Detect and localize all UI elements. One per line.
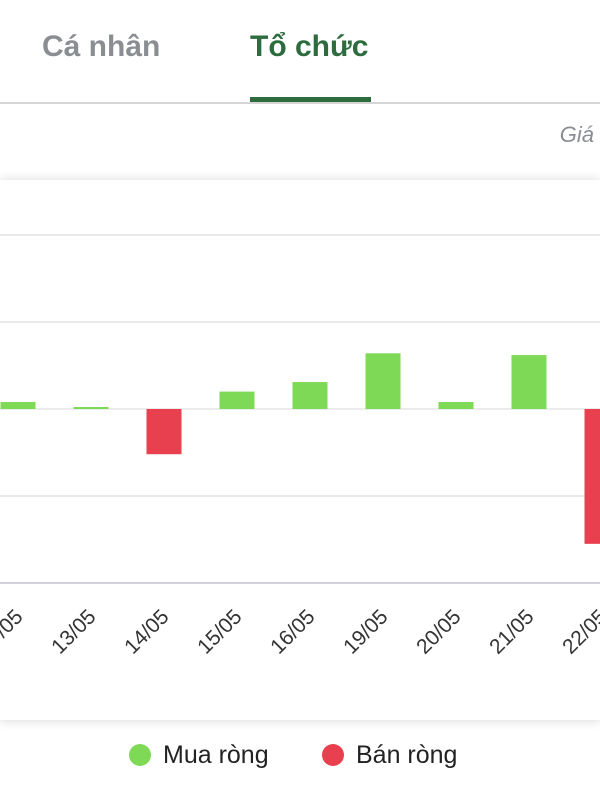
x-tick-label: 21/05 bbox=[485, 605, 538, 658]
legend-buy-dot bbox=[129, 744, 151, 766]
tab-bar: Cá nhân Tổ chức bbox=[0, 0, 600, 104]
bar-6[interactable] bbox=[438, 402, 474, 409]
bar-1[interactable] bbox=[73, 407, 109, 409]
x-tick-label: 15/05 bbox=[193, 605, 246, 658]
bar-0[interactable] bbox=[0, 402, 36, 409]
net-trade-chart: /05 13/05 14/05 15/05 16/05 19/05 20/05 21/05 22… bbox=[0, 234, 600, 659]
bar-8[interactable] bbox=[584, 409, 600, 544]
price-label: Giá bbox=[559, 122, 594, 147]
bar-2[interactable] bbox=[146, 409, 182, 455]
tab-individual[interactable]: Cá nhân bbox=[42, 30, 161, 63]
x-tick-label: 13/05 bbox=[47, 605, 100, 658]
bar-4[interactable] bbox=[292, 382, 328, 409]
x-tick-label: 14/05 bbox=[120, 605, 173, 658]
x-tick-label: 20/05 bbox=[412, 605, 465, 658]
legend-sell-label: Bán ròng bbox=[356, 741, 458, 769]
x-tick-label: 16/05 bbox=[266, 605, 319, 658]
tab-organization[interactable]: Tổ chức bbox=[250, 30, 369, 63]
x-tick-label: 19/05 bbox=[339, 605, 392, 658]
bar-3[interactable] bbox=[219, 391, 255, 409]
legend-sell-dot bbox=[322, 744, 344, 766]
active-tab-indicator bbox=[250, 97, 371, 102]
legend-buy-label: Mua ròng bbox=[163, 741, 269, 769]
bar-5[interactable] bbox=[365, 353, 401, 409]
bar-7[interactable] bbox=[511, 355, 547, 409]
chart-card: /05 13/05 14/05 15/05 16/05 19/05 20/05 21/05 22… bbox=[0, 180, 600, 720]
x-tick-label: 22/05 bbox=[558, 605, 600, 658]
x-tick-label: /05 bbox=[0, 605, 28, 642]
chart-legend: Mua ròng Bán ròng bbox=[0, 736, 600, 776]
